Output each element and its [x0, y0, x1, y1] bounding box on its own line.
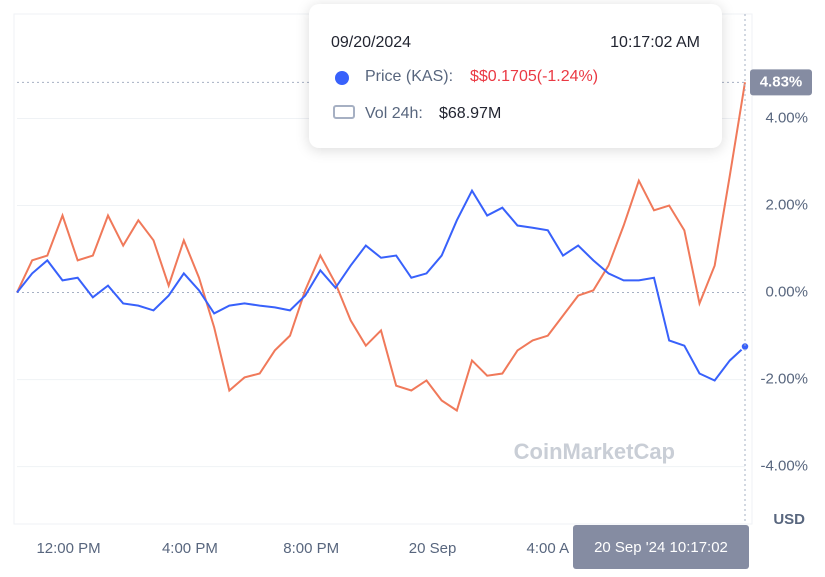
y-tick-label: 0.00% [765, 284, 808, 301]
x-tick-label: 4:00 A [527, 540, 570, 557]
x-tick-label: 4:00 PM [162, 540, 218, 557]
watermark: CoinMarketCap [514, 439, 675, 464]
tooltip-date: 09/20/2024 [331, 34, 412, 51]
tooltip: 09/20/2024 10:17:02 AM Price (KAS): $$0.… [309, 4, 722, 148]
y-tick-label: 2.00% [765, 196, 808, 213]
crosshair-label: 20 Sep '24 10:17:02 [594, 539, 728, 556]
y-tick-label: -2.00% [760, 371, 808, 388]
x-tick-label: 12:00 PM [36, 540, 100, 557]
tooltip-price-label: Price (KAS): [365, 68, 454, 85]
x-tick-label: 8:00 PM [283, 540, 339, 557]
price-line [16, 188, 746, 382]
tooltip-price: $$0.1705(-1.24%) [470, 68, 599, 85]
crosshair-badge [573, 525, 749, 569]
x-tick-label: 20 Sep [409, 540, 457, 557]
tooltip-volume-label: Vol 24h: [365, 105, 423, 122]
tooltip-vol-icon [333, 105, 355, 119]
marker-label: 4.83% [760, 73, 803, 90]
tooltip-volume: $68.97M [439, 105, 502, 122]
y-tick-label: -4.00% [760, 458, 808, 475]
marker-badge [750, 69, 812, 96]
y-unit: USD [773, 511, 805, 528]
y-tick-label: 4.00% [765, 109, 808, 126]
price-line [16, 82, 746, 413]
tooltip-dot [335, 71, 349, 85]
tooltip-time: 10:17:02 AM [610, 34, 700, 51]
